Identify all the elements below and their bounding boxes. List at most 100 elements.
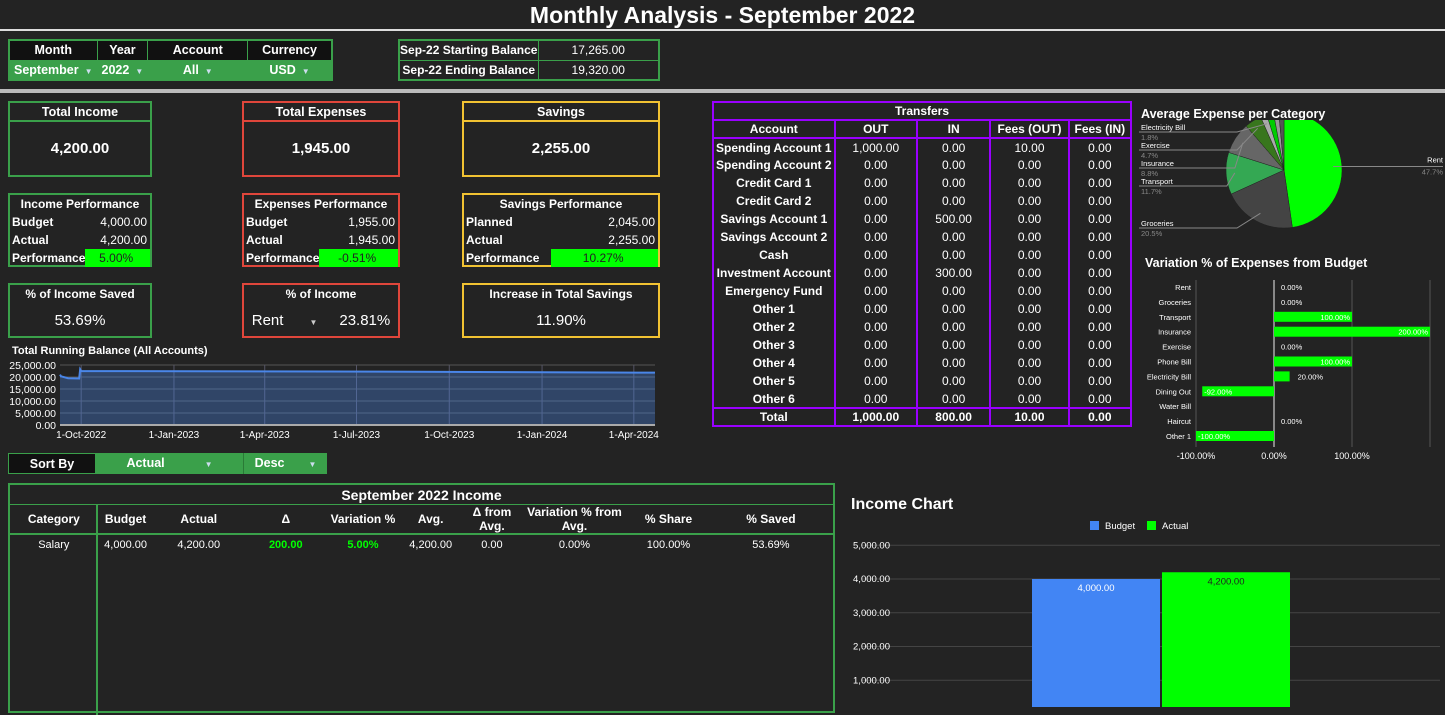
- sort-field-select[interactable]: Actual ▼: [96, 453, 243, 474]
- table-cell: 0.00: [989, 318, 1069, 336]
- x-tick-label: 0.00%: [1261, 451, 1287, 461]
- kpi-value: 1,945.00: [291, 140, 351, 157]
- table-cell: Cash: [759, 248, 789, 262]
- pie-slice: [1230, 169, 1293, 229]
- table-cell: 53.69%: [752, 538, 790, 551]
- table-row: Other 4 0.00 0.00 0.00 0.00: [713, 354, 1131, 372]
- performance-value: 4,200.00: [100, 233, 147, 247]
- table-cell: 0.00: [833, 210, 917, 228]
- column-header: Δ: [244, 505, 328, 535]
- income-bar-chart: Budget Actual 1,000.00 2,000.00 3,000.00 4,00…: [853, 521, 1440, 707]
- y-tick-label: 15,000.00: [9, 384, 56, 396]
- category-label: Other 1: [1166, 432, 1191, 441]
- percent-value-row: Rent ▼ 23.81%: [244, 312, 398, 329]
- total-cell: 10.00: [989, 407, 1069, 426]
- running-balance-chart: 0.005,000.0010,000.0015,000.0020,000.002…: [9, 360, 659, 441]
- performance-row: Actual 2,255.00: [464, 231, 658, 249]
- y-tick-label: 4,000.00: [853, 574, 890, 585]
- table-row: Cash 0.00 0.00 0.00 0.00: [713, 246, 1131, 264]
- filter-select-year[interactable]: 2022 ▼: [96, 59, 149, 81]
- table-cell: 0.00: [833, 390, 917, 408]
- column-header: Budget: [97, 505, 154, 535]
- pie-label: Transport: [1141, 177, 1174, 186]
- performance-label: Budget: [12, 215, 54, 229]
- table-row: Other 3 0.00 0.00 0.00 0.00: [713, 336, 1131, 354]
- balance-area: [60, 369, 655, 425]
- income-bar-actual: [1162, 572, 1290, 707]
- total-cell: 1,000.00: [833, 407, 917, 426]
- y-tick-label: 20,000.00: [9, 372, 56, 384]
- filter-select-month[interactable]: September ▼: [8, 59, 98, 81]
- legend-label: Budget: [1105, 521, 1135, 532]
- percent-value: 53.69%: [54, 312, 106, 329]
- table-cell: 0.00: [915, 318, 991, 336]
- table-cell: 0.00: [915, 174, 991, 192]
- bar-value-label: -92.00%: [1204, 387, 1232, 396]
- performance-value: -0.51%: [319, 249, 398, 267]
- variation-bar-chart: -100.00% 0.00% 100.00% Rent 0.00% Groceries 0.…: [1147, 280, 1431, 461]
- kpi-card: Total Income 4,200.00: [8, 101, 152, 177]
- table-cell: 0.00: [833, 354, 917, 372]
- table-cell: 0.00: [915, 228, 991, 246]
- filter-select-currency[interactable]: USD ▼: [247, 59, 333, 81]
- performance-label: Performance: [466, 251, 540, 265]
- table-cell: 0.00: [989, 156, 1069, 174]
- performance-card: Expenses Performance Budget 1,955.00 Actual…: [242, 193, 400, 267]
- category-label: Dining Out: [1156, 387, 1192, 396]
- performance-value: 2,255.00: [608, 233, 655, 247]
- table-row: Credit Card 2 0.00 0.00 0.00 0.00: [713, 192, 1131, 210]
- table-cell: 0.00%: [558, 538, 591, 551]
- dropdown-arrow-icon: ▼: [135, 66, 144, 76]
- table-row: Other 6 0.00 0.00 0.00 0.00: [713, 390, 1131, 408]
- filter-value: All: [182, 62, 199, 77]
- column-header: IN: [915, 120, 991, 139]
- table-cell: Spending Account 2: [716, 158, 832, 172]
- pie-value: 11.7%: [1141, 187, 1162, 196]
- pie-slice: [1283, 120, 1343, 228]
- leader-line: [1139, 142, 1244, 169]
- performance-label: Performance: [246, 251, 320, 265]
- table-cell: 1,000.00: [833, 138, 917, 156]
- bar-value-label: 0.00%: [1281, 283, 1303, 292]
- table-cell: 5.00%: [347, 538, 379, 551]
- table-cell: 0.00: [833, 318, 917, 336]
- filter-select-account[interactable]: All ▼: [147, 59, 249, 81]
- table-cell: 0.00: [915, 354, 991, 372]
- table-cell: Other 4: [752, 356, 795, 370]
- percent-value: 11.90%: [536, 312, 586, 329]
- income-chart-title: Income Chart: [851, 496, 954, 513]
- performance-value: 1,945.00: [348, 233, 395, 247]
- income-table-title: September 2022 Income: [10, 485, 833, 505]
- sort-order-select[interactable]: Desc ▼: [243, 453, 327, 474]
- pie-slice: [1268, 120, 1285, 171]
- table-cell: 4,200.00: [177, 538, 221, 551]
- table-cell: Credit Card 1: [736, 176, 812, 190]
- performance-value: 5.00%: [85, 249, 150, 267]
- category-select[interactable]: Rent ▼: [252, 312, 318, 329]
- table-cell: 0.00: [1067, 300, 1131, 318]
- table-cell: 0.00: [989, 228, 1069, 246]
- performance-title: Income Performance: [20, 197, 140, 211]
- table-cell: 4,200.00: [409, 538, 453, 551]
- variation-bar: [1196, 431, 1274, 441]
- sort-by-label: Sort By: [8, 453, 96, 474]
- category-label: Haircut: [1167, 417, 1192, 426]
- balance-row: Sep-22 Starting Balance 17,265.00: [398, 39, 660, 61]
- table-cell: 0.00: [1067, 174, 1131, 192]
- legend-label: Actual: [1162, 521, 1188, 532]
- pie-chart-title: Average Expense per Category: [1141, 107, 1326, 121]
- table-cell: 0.00: [833, 192, 917, 210]
- table-cell: 0.00: [989, 300, 1069, 318]
- table-cell: Savings Account 1: [720, 212, 828, 226]
- table-cell: 0.00: [915, 336, 991, 354]
- pie-slice: [1245, 120, 1285, 171]
- table-cell: Other 5: [752, 374, 795, 388]
- bar-value-label: 0.00%: [1281, 343, 1303, 352]
- performance-row: Performance -0.51%: [244, 249, 398, 267]
- table-cell: 0.00: [915, 300, 991, 318]
- table-cell: 0.00: [1067, 390, 1131, 408]
- total-cell: 0.00: [1067, 407, 1131, 426]
- pie-value: 4.7%: [1141, 151, 1158, 160]
- category-label: Phone Bill: [1157, 358, 1191, 367]
- performance-label: Actual: [12, 233, 49, 247]
